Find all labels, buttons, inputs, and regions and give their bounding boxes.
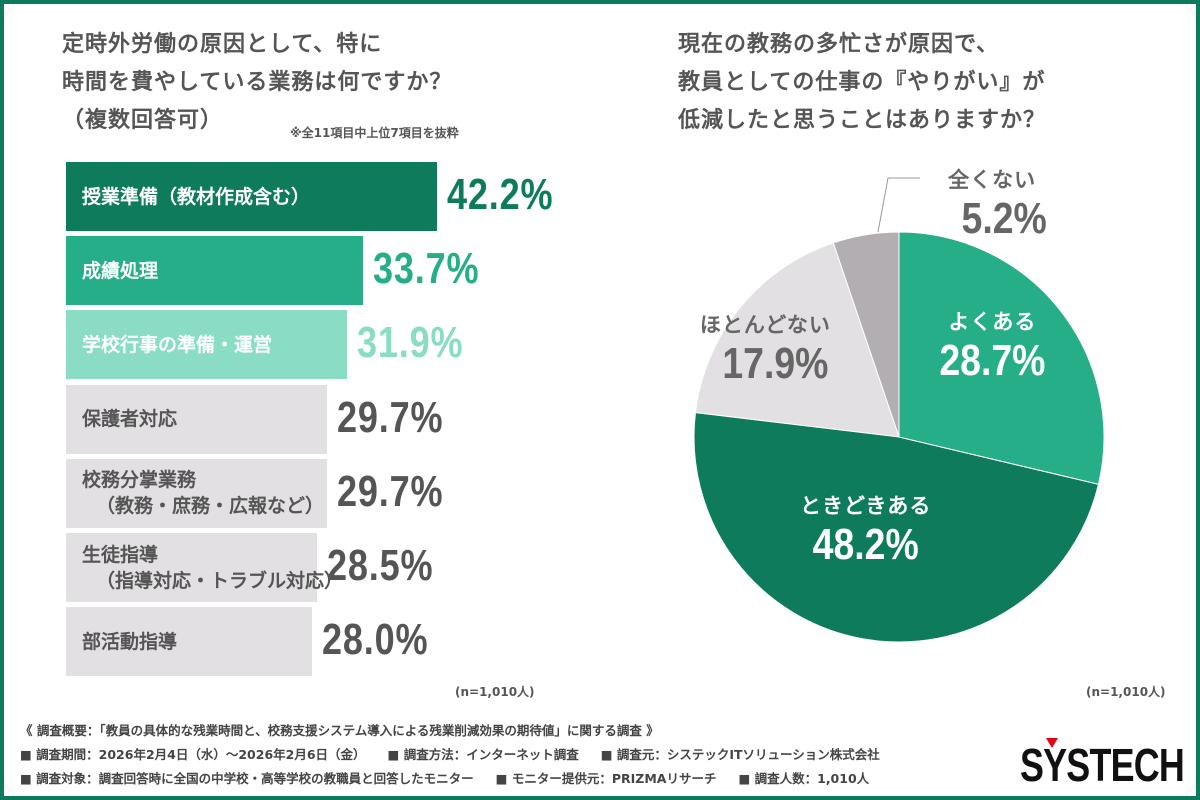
bar-category-label: 成績処理 xyxy=(82,258,158,284)
bar-label-line: （指導対応・トラブル対応） xyxy=(96,569,344,592)
bar: 保護者対応 xyxy=(66,384,328,454)
pie-label-often: よくある 28.7% xyxy=(930,306,1055,386)
bar-category-label: 校務分掌業務 （教務・庶務・広報など） xyxy=(82,467,324,519)
right-chart-title: 現在の教務の多忙さが原因で、 教員としての仕事の『やりがい』が 低減したと思うこ… xyxy=(678,26,1046,140)
logo-triangle-icon xyxy=(1046,738,1058,748)
bar-label-line: 学校行事の準備・運営 xyxy=(82,333,273,356)
survey-method: ■ 調査方法：インターネット調査 xyxy=(387,747,579,762)
left-title-line2: 時間を費やしている業務は何ですか？ xyxy=(62,70,453,95)
right-sample-size: (n=1,010人) xyxy=(1086,685,1166,699)
monitor-provider: ■ モニター提供元：PRIZMAリサーチ xyxy=(495,771,717,786)
bar-category-label: 学校行事の準備・運営 xyxy=(82,332,272,358)
bar-value-label: 29.7% xyxy=(337,466,444,516)
bar-value-label: 31.9% xyxy=(356,318,464,368)
excerpt-note: ※全11項目中上位7項目を抜粋 xyxy=(290,126,459,140)
bar-value-label: 28.5% xyxy=(326,541,434,590)
bar: 校務分掌業務 （教務・庶務・広報など） xyxy=(66,458,328,528)
bar-category-label: 部活動指導 xyxy=(82,629,177,655)
pie-slice xyxy=(694,242,900,438)
pie-label-sometimes: ときどきある 48.2% xyxy=(800,490,931,570)
bar-value-label: 28.0% xyxy=(322,615,429,665)
footer-line2: ■ 調査期間：2026年2月4日（水）〜2026年2月6日（金） ■ 調査方法：イ… xyxy=(20,744,902,763)
left-title-line1: 定時外労働の原因として、特に xyxy=(62,32,383,57)
left-chart-title: 定時外労働の原因として、特に 時間を費やしている業務は何ですか？ （複数回答可） xyxy=(62,26,452,140)
bar: 部活動指導 xyxy=(66,607,313,677)
survey-count: ■ 調査人数：1,010人 xyxy=(738,771,870,786)
bar-label-line: 保護者対応 xyxy=(82,408,178,431)
bar-label-line: 成績処理 xyxy=(82,259,159,282)
bar-label-line: 校務分掌業務 xyxy=(82,469,197,492)
bar: 生徒指導 （指導対応・トラブル対応） xyxy=(66,533,343,602)
bar-label-line: 授業準備（教材作成含む） xyxy=(82,185,311,208)
bar: 成績処理 xyxy=(66,236,363,306)
pie-category: よくある xyxy=(948,310,1037,334)
bar: 学校行事の準備・運営 xyxy=(66,310,347,380)
bar-value-label: 29.7% xyxy=(337,392,444,442)
pie-slice xyxy=(898,231,1105,485)
survey-source: ■ 調査元：システックITソリューション株式会社 xyxy=(600,747,880,762)
survey-target: ■ 調査対象：調査回答時に全国の中学校・高等学校の教職員と回答したモニター xyxy=(20,771,474,786)
bar-value-label: 42.2% xyxy=(447,170,554,219)
pie-value: 48.2% xyxy=(812,520,919,569)
pie-value: 17.9% xyxy=(722,339,829,388)
pie-category: ときどきある xyxy=(800,494,932,518)
footer-survey-summary: 《 調査概要：「教員の具体的な残業時間と、校務支援システム導入による残業削減効果… xyxy=(20,723,659,738)
pie-label-never: 全くない 5.2% xyxy=(930,164,1054,244)
bar-label-line: （教務・庶務・広報など） xyxy=(96,495,325,518)
bar-category-label: 生徒指導 （指導対応・トラブル対応） xyxy=(82,542,343,594)
bar-label-line: 部活動指導 xyxy=(82,630,178,653)
systech-logo: SYSTECH xyxy=(1020,739,1185,791)
left-title-line3: （複数回答可） xyxy=(62,108,224,133)
pie-value: 5.2% xyxy=(961,194,1047,243)
bar-category-label: 保護者対応 xyxy=(82,406,177,432)
bar-category-label: 授業準備（教材作成含む） xyxy=(82,184,310,210)
left-sample-size: (n=1,010人) xyxy=(455,685,535,699)
right-title-line1: 現在の教務の多忙さが原因で、 xyxy=(678,32,1000,57)
pie-label-rarely: ほとんどない 17.9% xyxy=(693,309,838,389)
leader-line xyxy=(877,177,920,233)
survey-period: ■ 調査期間：2026年2月4日（水）〜2026年2月6日（金） xyxy=(20,747,366,762)
bar-label-line: 生徒指導 xyxy=(82,543,159,566)
pie-category: ほとんどない xyxy=(699,313,831,337)
right-title-line2: 教員としての仕事の『やりがい』が xyxy=(678,70,1046,95)
pie-value: 28.7% xyxy=(939,336,1046,385)
footer-line3: ■ 調査対象：調査回答時に全国の中学校・高等学校の教職員と回答したモニター ■ モ… xyxy=(20,768,891,787)
right-title-line3: 低減したと思うことはありますか？ xyxy=(678,108,1047,133)
bar: 授業準備（教材作成含む） xyxy=(66,162,438,231)
bar-value-label: 33.7% xyxy=(372,244,479,294)
pie-slice xyxy=(693,412,1100,643)
pie-category: 全くない xyxy=(948,168,1037,192)
